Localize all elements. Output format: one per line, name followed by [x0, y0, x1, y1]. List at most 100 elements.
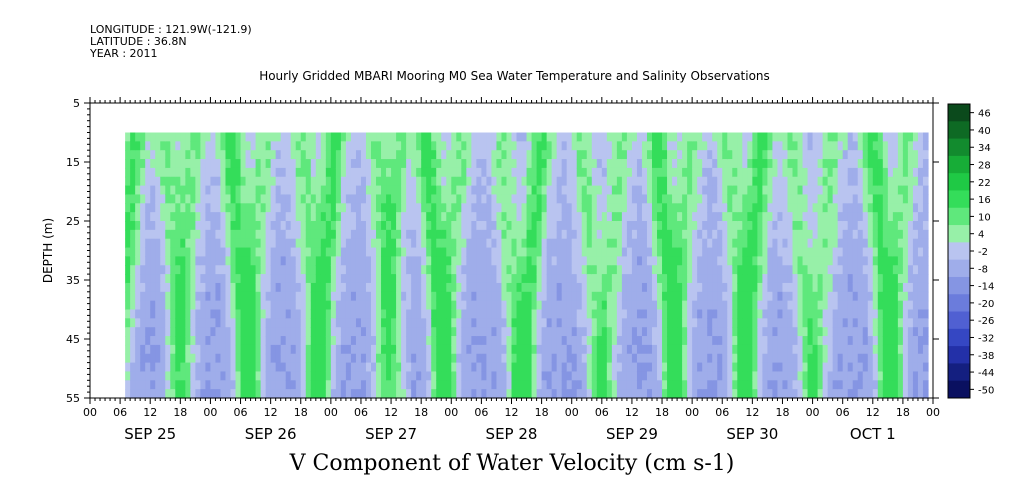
heatmap-cell — [471, 318, 477, 328]
heatmap-cell — [506, 167, 513, 178]
heatmap-cell — [260, 256, 267, 266]
heatmap-cell — [641, 371, 648, 381]
heatmap-cell — [687, 265, 693, 275]
heatmap-cell — [797, 371, 804, 381]
heatmap-cell — [581, 256, 588, 266]
heatmap-cell — [581, 176, 588, 187]
heatmap-cell — [175, 167, 181, 178]
heatmap-cell — [170, 221, 176, 231]
heatmap-cell — [832, 229, 839, 240]
heatmap-cell — [551, 318, 558, 328]
heatmap-cell — [381, 150, 387, 160]
heatmap-cell — [365, 327, 372, 337]
heatmap-cell — [135, 141, 141, 151]
heatmap-cell — [722, 132, 728, 142]
heatmap-cell — [305, 344, 312, 355]
heatmap-cell — [335, 247, 342, 257]
heatmap-cell — [491, 327, 498, 337]
heatmap-cell — [496, 256, 503, 266]
heatmap-cell — [491, 132, 498, 142]
heatmap-cell — [807, 159, 814, 169]
heatmap-cell — [130, 389, 136, 399]
heatmap-cell — [290, 362, 297, 373]
heatmap-cell — [596, 336, 603, 346]
heatmap-cell — [365, 194, 372, 204]
heatmap-cell — [742, 318, 748, 328]
heatmap-cell — [692, 336, 698, 346]
heatmap-cell — [175, 336, 181, 346]
heatmap-cell — [697, 256, 703, 266]
heatmap-cell — [892, 318, 899, 328]
heatmap-cell — [727, 380, 733, 390]
heatmap-cell — [862, 274, 869, 284]
heatmap-cell — [260, 141, 267, 151]
heatmap-cell — [491, 274, 498, 284]
heatmap-cell — [456, 291, 462, 302]
heatmap-cell — [471, 362, 477, 373]
heatmap-cell — [887, 353, 894, 364]
heatmap-cell — [250, 336, 257, 346]
heatmap-cell — [355, 176, 362, 187]
heatmap-cell — [300, 371, 307, 381]
heatmap-cell — [290, 167, 297, 178]
heatmap-cell — [561, 344, 568, 355]
heatmap-cell — [411, 176, 417, 187]
heatmap-cell — [667, 238, 673, 249]
heatmap-cell — [787, 265, 794, 275]
heatmap-cell — [646, 176, 653, 187]
heatmap-cell — [807, 309, 814, 319]
heatmap-cell — [496, 389, 503, 399]
heatmap-cell — [185, 185, 191, 196]
heatmap-cell — [722, 221, 728, 231]
heatmap-cell — [857, 344, 864, 355]
heatmap-cell — [827, 185, 834, 196]
heatmap-cell — [652, 380, 658, 390]
heatmap-cell — [185, 371, 191, 381]
heatmap-cell — [190, 274, 196, 284]
heatmap-cell — [531, 282, 538, 293]
heatmap-cell — [616, 353, 623, 364]
heatmap-cell — [787, 274, 794, 284]
heatmap-cell — [521, 353, 528, 364]
heatmap-cell — [817, 203, 824, 213]
heatmap-cell — [160, 167, 166, 178]
heatmap-cell — [396, 132, 402, 142]
heatmap-cell — [807, 274, 814, 284]
heatmap-cell — [807, 176, 814, 187]
heatmap-cell — [621, 141, 628, 151]
heatmap-cell — [907, 291, 914, 302]
heatmap-cell — [125, 265, 131, 275]
heatmap-cell — [702, 389, 708, 399]
heatmap-cell — [772, 371, 779, 381]
heatmap-cell — [892, 389, 899, 399]
heatmap-cell — [551, 371, 558, 381]
heatmap-cell — [611, 389, 618, 399]
heatmap-cell — [386, 300, 392, 311]
heatmap-cell — [275, 274, 282, 284]
heatmap-cell — [636, 194, 643, 204]
heatmap-cell — [541, 362, 548, 373]
heatmap-cell — [325, 336, 332, 346]
heatmap-cell — [446, 353, 452, 364]
heatmap-cell — [922, 291, 929, 302]
heatmap-cell — [200, 362, 207, 373]
heatmap-cell — [225, 229, 232, 240]
heatmap-cell — [531, 238, 538, 249]
heatmap-cell — [355, 353, 362, 364]
heatmap-cell — [386, 132, 392, 142]
heatmap-cell — [832, 389, 839, 399]
heatmap-cell — [290, 327, 297, 337]
heatmap-cell — [842, 318, 849, 328]
heatmap-cell — [807, 265, 814, 275]
heatmap-cell — [556, 327, 563, 337]
heatmap-cell — [466, 265, 472, 275]
heatmap-cell — [722, 336, 728, 346]
heatmap-cell — [631, 309, 638, 319]
heatmap-cell — [827, 256, 834, 266]
chart-title: Hourly Gridded MBARI Mooring M0 Sea Wate… — [259, 69, 770, 83]
heatmap-cell — [365, 150, 372, 160]
heatmap-cell — [812, 132, 819, 142]
heatmap-cell — [636, 185, 643, 196]
heatmap-cell — [802, 150, 809, 160]
heatmap-cell — [832, 150, 839, 160]
